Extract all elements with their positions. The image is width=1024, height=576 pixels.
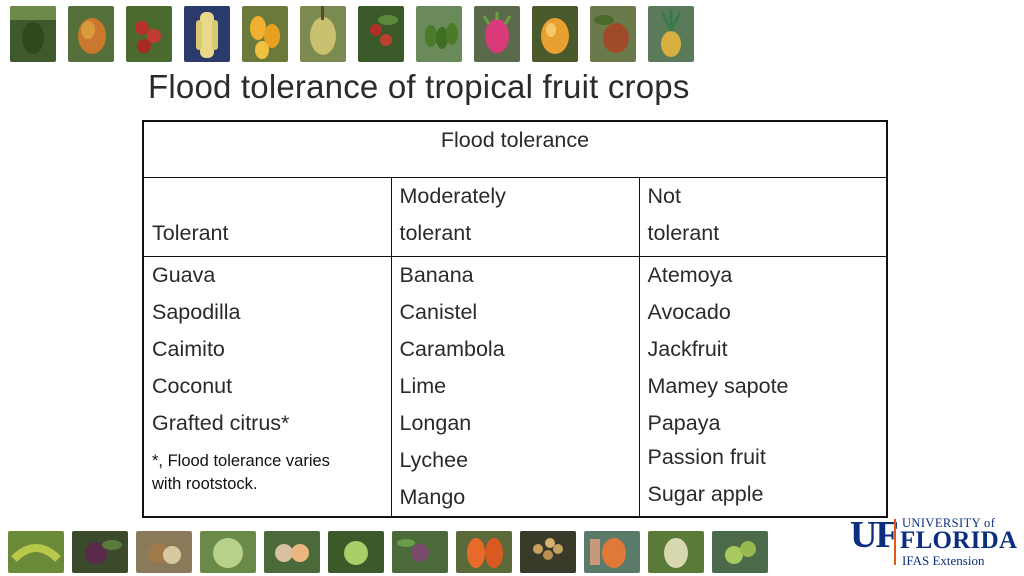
jackfruit-photo [300, 6, 346, 62]
list-item: Sugar apple [647, 482, 764, 506]
top-photo-strip [10, 6, 694, 62]
col-not-tolerant-heading-line1: Not [647, 184, 681, 208]
moderately-tolerant-crop-list: Banana Canistel Carambola Lime Longan Ly… [390, 256, 640, 518]
col-moderately-heading-line2: tolerant [399, 221, 472, 245]
crop-list-row: Guava Sapodilla Caimito Coconut Grafted … [142, 256, 888, 518]
list-item: Caimito [152, 337, 225, 361]
col-moderately-tolerant-heading: Moderately tolerant [390, 177, 640, 257]
list-item: Coconut [152, 374, 233, 398]
list-item: Longan [399, 411, 472, 435]
logo-ifas-extension-text: IFAS Extension [902, 553, 985, 568]
rootstock-footnote: *, Flood tolerance varies with rootstock… [152, 450, 383, 496]
col-tolerant-heading: Tolerant [142, 177, 392, 257]
list-item: Atemoya [647, 263, 733, 287]
caimito-photo [72, 531, 128, 573]
papaya-cut-photo [456, 531, 512, 573]
citrus-photo [712, 531, 768, 573]
uf-logo-mark: UF [850, 514, 899, 556]
footnote-line1: *, Flood tolerance varies [152, 452, 330, 470]
list-item: Lime [399, 374, 447, 398]
sapodilla-photo [136, 531, 192, 573]
col-not-tolerant-heading: Not tolerant [638, 177, 888, 257]
guava-photo [264, 531, 320, 573]
slide-title: Flood tolerance of tropical fruit crops [148, 68, 690, 105]
table-header-row: Flood tolerance [142, 120, 888, 178]
column-heading-row: Tolerant Moderately tolerant Not toleran… [142, 177, 888, 257]
lychee-photo [126, 6, 172, 62]
avocado-photo [10, 6, 56, 62]
list-item: Guava [152, 263, 216, 287]
banana-photo [184, 6, 230, 62]
mango-cut-photo [584, 531, 640, 573]
list-item: Sapodilla [152, 300, 241, 324]
col-moderately-heading-line1: Moderately [399, 184, 506, 208]
coffee-cherry-photo [358, 6, 404, 62]
list-item: Canistel [399, 300, 478, 324]
logo-university-text: UNIVERSITY of [902, 516, 996, 530]
not-tolerant-crop-list: Atemoya Avocado Jackfruit Mamey sapote P… [638, 256, 888, 518]
bottom-photo-strip [8, 531, 768, 573]
uf-ifas-logo: UF UNIVERSITY of FLORIDA IFAS Extension [850, 514, 1018, 570]
footnote-line2: with rootstock. [152, 475, 258, 493]
col-not-tolerant-heading-line2: tolerant [647, 221, 720, 245]
pineapple-photo [648, 6, 694, 62]
lime-photo [328, 531, 384, 573]
list-item: Grafted citrus* [152, 411, 290, 435]
logo-florida-text: FLORIDA [900, 527, 1018, 554]
list-item: Mamey sapote [647, 374, 789, 398]
sugar-apple-photo [200, 531, 256, 573]
mamey-photo [590, 6, 636, 62]
canistel-photo [532, 6, 578, 62]
list-item: Passion fruit [647, 445, 766, 469]
fig-photo [392, 531, 448, 573]
list-item: Mango [399, 485, 466, 509]
list-item: Lychee [399, 448, 469, 472]
list-item: Banana [399, 263, 474, 287]
banana-bunch-photo [8, 531, 64, 573]
col-tolerant-heading-line2: Tolerant [152, 221, 229, 245]
tolerant-crop-list: Guava Sapodilla Caimito Coconut Grafted … [142, 256, 392, 518]
list-item: Carambola [399, 337, 505, 361]
carambola-photo [242, 6, 288, 62]
list-item: Avocado [647, 300, 731, 324]
table-header-cell: Flood tolerance [142, 120, 888, 178]
list-item: Jackfruit [647, 337, 728, 361]
soursop-photo [648, 531, 704, 573]
mango-photo [68, 6, 114, 62]
dragon-fruit-photo [474, 6, 520, 62]
papaya-tree-photo [416, 6, 462, 62]
longan-photo [520, 531, 576, 573]
list-item: Papaya [647, 411, 721, 435]
flood-tolerance-table: Flood tolerance Tolerant Moderately tole… [142, 120, 888, 518]
logo-divider [894, 519, 896, 565]
